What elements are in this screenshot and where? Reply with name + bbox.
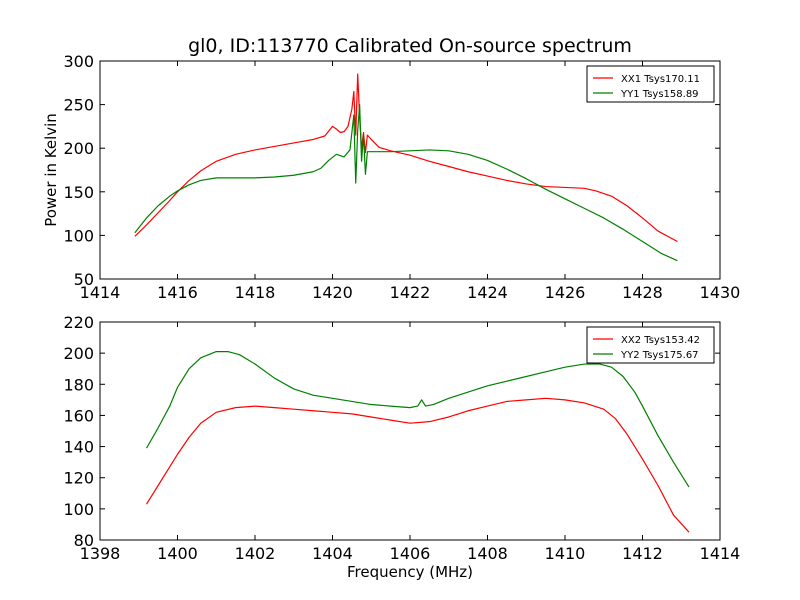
y-tick-label: 160 xyxy=(63,406,94,425)
y-tick-label: 250 xyxy=(63,96,94,115)
x-tick-label: 1400 xyxy=(157,544,198,563)
x-tick-label: 1420 xyxy=(312,283,353,302)
x-tick-label: 1410 xyxy=(545,544,586,563)
x-tick-label: 1416 xyxy=(157,283,198,302)
y-tick-label: 300 xyxy=(63,52,94,71)
x-tick-label: 1414 xyxy=(80,283,121,302)
x-tick-label: 1414 xyxy=(700,544,741,563)
y-tick-label: 220 xyxy=(63,313,94,332)
y-tick-label: 180 xyxy=(63,375,94,394)
legend-label: YY2 Tsys175.67 xyxy=(620,350,699,361)
x-axis-title: Frequency (MHz) xyxy=(347,563,473,581)
legend-label: YY1 Tsys158.89 xyxy=(620,89,699,100)
y-tick-label: 120 xyxy=(63,469,94,488)
series-line-yy-panel-2 xyxy=(145,350,690,488)
x-tick-label: 1412 xyxy=(622,544,663,563)
chart-title: gl0, ID:113770 Calibrated On-source spec… xyxy=(188,35,632,57)
legend-box xyxy=(586,326,715,364)
x-tick-label: 1402 xyxy=(235,544,276,563)
legend: XX2 Tsys153.42 YY2 Tsys175.67 xyxy=(586,326,715,364)
x-tick-label: 1422 xyxy=(390,283,431,302)
y-tick-label: 200 xyxy=(63,139,94,158)
series-line-yy-panel-1 xyxy=(134,104,678,262)
legend-box xyxy=(586,65,715,103)
series-line-xx-panel-2 xyxy=(145,397,690,533)
y-tick-label: 150 xyxy=(63,183,94,202)
x-tick-label: 1424 xyxy=(467,283,508,302)
x-tick-label: 1408 xyxy=(467,544,508,563)
y-tick-label: 200 xyxy=(63,344,94,363)
y-tick-label: 140 xyxy=(63,438,94,457)
legend-label: XX2 Tsys153.42 xyxy=(621,335,700,346)
panel-top: 1414 1416 1418 1420 1422 1424 1426 1428 1430 50 10… xyxy=(42,52,740,302)
x-tick-label: 1398 xyxy=(80,544,121,563)
y-tick-label: 100 xyxy=(63,226,94,245)
y-tick-label: 100 xyxy=(63,500,94,519)
x-tick-label: 1406 xyxy=(390,544,431,563)
x-tick-label: 1426 xyxy=(545,283,586,302)
x-tick-label: 1428 xyxy=(622,283,663,302)
x-tick-label: 1418 xyxy=(235,283,276,302)
y-axis-title: Power in Kelvin xyxy=(42,113,60,227)
x-tick-label: 1430 xyxy=(700,283,741,302)
panel-bottom: 1398 1400 1402 1404 1406 1408 1410 1412 1414 80 10… xyxy=(63,313,740,581)
x-tick-label: 1404 xyxy=(312,544,353,563)
y-tick-label: 50 xyxy=(74,270,94,289)
legend: XX1 Tsys170.11 YY1 Tsys158.89 xyxy=(586,65,715,103)
legend-label: XX1 Tsys170.11 xyxy=(621,74,700,85)
y-tick-label: 80 xyxy=(74,531,94,550)
